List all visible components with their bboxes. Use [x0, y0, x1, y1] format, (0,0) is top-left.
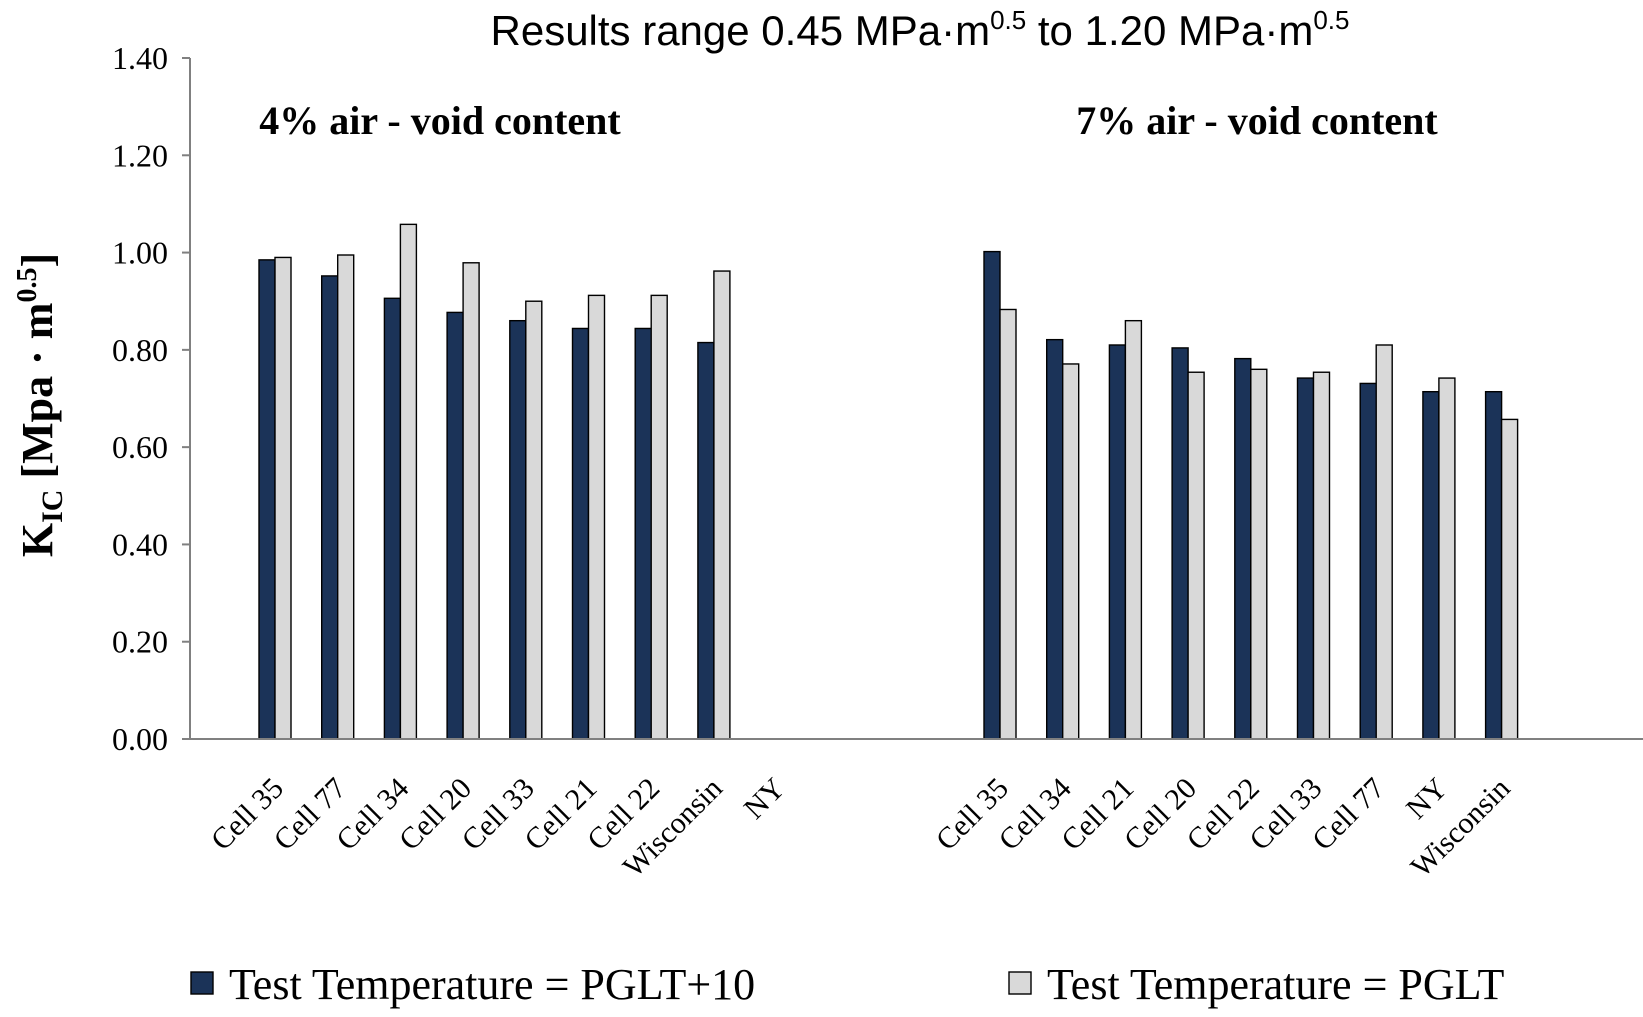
bar: [587, 294, 606, 740]
bar: [1296, 377, 1315, 740]
chart-title-mid: to 1.20 MPa·m: [1026, 7, 1313, 54]
bar: [650, 294, 668, 740]
legend-swatch: [1008, 971, 1032, 995]
bar: [462, 262, 480, 740]
group-label: 4% air - void content: [259, 98, 621, 143]
bar: [1422, 390, 1440, 740]
y-axis-label-close: ]: [13, 253, 62, 268]
bar: [999, 308, 1017, 740]
y-tick-label: 0.00: [112, 721, 168, 757]
y-tick-label: 1.40: [112, 40, 168, 76]
y-tick-label: 1.20: [112, 137, 168, 173]
bar: [697, 341, 715, 740]
bar: [713, 270, 731, 740]
y-axis-label-main: K: [13, 523, 62, 557]
bar: [446, 311, 464, 740]
legend-label: Test Temperature = PGLT+10: [229, 960, 755, 1009]
bar: [383, 297, 402, 740]
chart-title: Results range 0.45 MPa·m0.5 to 1.20 MPa·…: [491, 5, 1350, 54]
bar: [1312, 371, 1331, 740]
bar: [399, 223, 418, 740]
chart-title-sup-1: 0.5: [990, 5, 1026, 35]
bar: [337, 254, 355, 740]
bar: [1250, 368, 1268, 740]
bar: [1061, 363, 1080, 740]
group-label: 7% air - void content: [1076, 98, 1438, 143]
bar: [1045, 338, 1064, 740]
bar: [1108, 344, 1127, 740]
y-axis-ticks: 0.00 0.20 0.40 0.60 0.80 1.00 1.20 1.40: [112, 40, 190, 757]
bar: [1375, 344, 1393, 740]
bar: [571, 327, 590, 740]
legend: Test Temperature = PGLT+10 Test Temperatu…: [190, 960, 1504, 1009]
bar: [1171, 347, 1189, 740]
y-tick-label: 1.00: [112, 235, 168, 271]
bar: [1234, 357, 1252, 740]
axes-layer: [189, 58, 1643, 740]
category-label: Cell 77: [1306, 772, 1391, 857]
bar: [983, 250, 1001, 740]
chart-title-text: Results range 0.45 MPa·m: [491, 7, 991, 54]
bar: [509, 319, 527, 740]
bar: [258, 259, 276, 740]
y-axis-label-unit: [Mpa · m: [13, 303, 62, 490]
y-tick-label: 0.60: [112, 429, 168, 465]
bar: [1484, 390, 1503, 740]
bar: [1438, 377, 1456, 740]
group-labels: 4% air - void content 7% air - void conte…: [259, 98, 1438, 143]
y-axis-label: KIC [Mpa · m0.5]: [12, 253, 69, 557]
bar: [1359, 382, 1377, 740]
bar: [1187, 371, 1205, 740]
category-label: NY: [1400, 772, 1454, 826]
bar: [274, 256, 292, 740]
y-tick-label: 0.80: [112, 332, 168, 368]
bar: [634, 327, 652, 740]
chart-title-sup-2: 0.5: [1313, 5, 1349, 35]
y-axis-label-superscript: 0.5: [12, 268, 43, 303]
legend-swatch: [190, 971, 214, 995]
legend-label: Test Temperature = PGLT: [1047, 960, 1504, 1009]
y-tick-label: 0.40: [112, 526, 168, 562]
bar: [321, 275, 339, 740]
bars-layer: [258, 223, 1519, 740]
category-label: NY: [738, 772, 792, 826]
y-axis-label-subscript: IC: [36, 490, 69, 523]
bar: [1124, 319, 1143, 740]
y-tick-label: 0.20: [112, 624, 168, 660]
bar: [525, 300, 543, 740]
bar: [1500, 418, 1519, 740]
